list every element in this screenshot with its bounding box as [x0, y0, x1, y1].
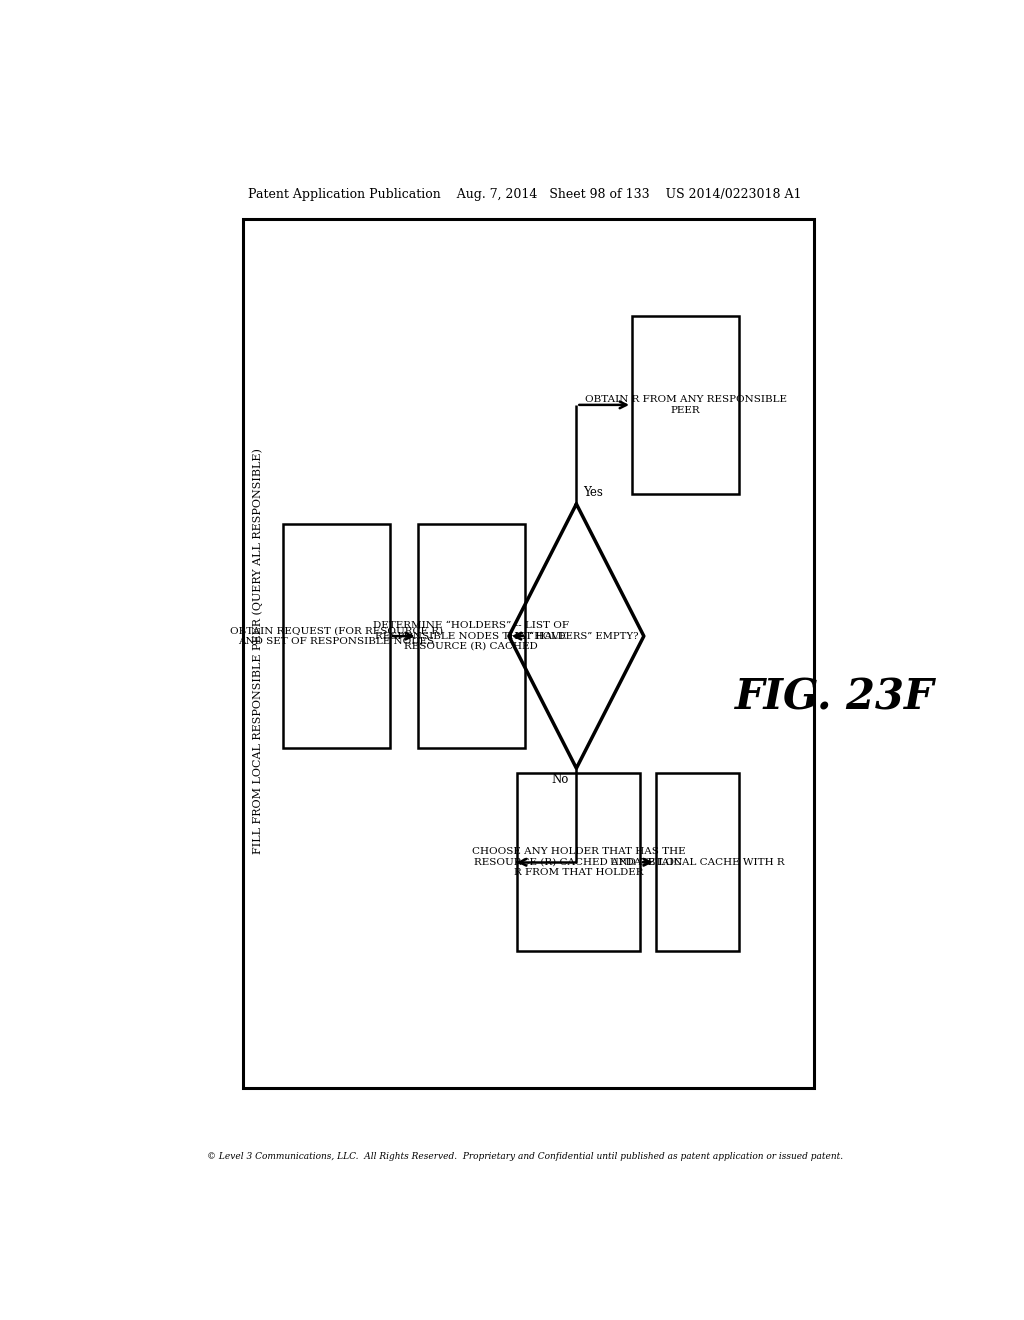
Bar: [655, 774, 739, 952]
Text: FIG. 23F: FIG. 23F: [734, 676, 934, 718]
Text: Patent Application Publication    Aug. 7, 2014   Sheet 98 of 133    US 2014/0223: Patent Application Publication Aug. 7, 2…: [248, 189, 802, 202]
Bar: [283, 524, 390, 748]
Text: OBTAIN R FROM ANY RESPONSIBLE
PEER: OBTAIN R FROM ANY RESPONSIBLE PEER: [585, 395, 786, 414]
Text: © Level 3 Communications, LLC.  All Rights Reserved.  Proprietary and Confidenti: © Level 3 Communications, LLC. All Right…: [207, 1152, 843, 1162]
Text: Yes: Yes: [583, 486, 602, 499]
Bar: [517, 774, 640, 952]
Text: OBTAIN REQUEST (FOR RESOURCE R)
AND SET OF RESPONSIBLE NODES: OBTAIN REQUEST (FOR RESOURCE R) AND SET …: [229, 627, 443, 645]
Text: FILL FROM LOCAL RESPONSIBLE PEER (QUERY ALL RESPONSIBLE): FILL FROM LOCAL RESPONSIBLE PEER (QUERY …: [252, 449, 262, 854]
Text: CHOOSE ANY HOLDER THAT HAS THE
RESOURCE (R) CACHED AND OBTAIN
R FROM THAT HOLDER: CHOOSE ANY HOLDER THAT HAS THE RESOURCE …: [472, 847, 685, 878]
Bar: [418, 524, 524, 748]
Bar: [632, 315, 739, 494]
Bar: [243, 219, 814, 1089]
Text: No: No: [551, 774, 568, 787]
Text: UPDATE LOCAL CACHE WITH R: UPDATE LOCAL CACHE WITH R: [610, 858, 784, 867]
Text: DETERMINE “HOLDERS” -- LIST OF
RESPONSIBLE NODES THAT HAVE
RESOURCE (R) CACHED: DETERMINE “HOLDERS” -- LIST OF RESPONSIB…: [373, 622, 569, 651]
Polygon shape: [509, 504, 644, 768]
Text: IS “HOLDERS” EMPTY?: IS “HOLDERS” EMPTY?: [515, 631, 638, 640]
